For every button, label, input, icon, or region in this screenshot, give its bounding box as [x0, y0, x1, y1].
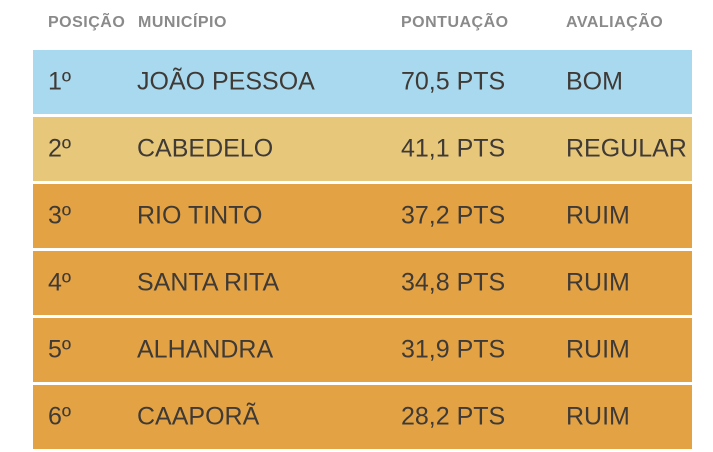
- header-rating: AVALIAÇÃO: [566, 14, 664, 31]
- cell-score: 34,8 PTS: [401, 268, 506, 297]
- cell-municipality: RIO TINTO: [137, 201, 263, 230]
- cell-rating: BOM: [566, 67, 623, 96]
- cell-rating: RUIM: [566, 268, 630, 297]
- table-row: 6º CAAPORÃ 28,2 PTS RUIM: [33, 385, 692, 449]
- cell-score: 31,9 PTS: [401, 335, 506, 364]
- cell-municipality: SANTA RITA: [137, 268, 280, 297]
- cell-municipality: CABEDELO: [137, 134, 274, 163]
- cell-municipality: ALHANDRA: [137, 335, 274, 364]
- table-body: 1º JOÃO PESSOA 70,5 PTS BOM 2º CABEDELO …: [33, 50, 692, 452]
- cell-score: 28,2 PTS: [401, 402, 506, 431]
- cell-rating: RUIM: [566, 335, 630, 364]
- cell-position: 2º: [48, 134, 72, 163]
- table-row: 5º ALHANDRA 31,9 PTS RUIM: [33, 318, 692, 382]
- cell-position: 6º: [48, 402, 72, 431]
- header-position: POSIÇÃO: [48, 14, 126, 31]
- cell-position: 3º: [48, 201, 72, 230]
- cell-rating: RUIM: [566, 201, 630, 230]
- cell-score: 37,2 PTS: [401, 201, 506, 230]
- table-row: 1º JOÃO PESSOA 70,5 PTS BOM: [33, 50, 692, 114]
- table-row: 2º CABEDELO 41,1 PTS REGULAR: [33, 117, 692, 181]
- table-row: 3º RIO TINTO 37,2 PTS RUIM: [33, 184, 692, 248]
- cell-position: 5º: [48, 335, 72, 364]
- table-row: 4º SANTA RITA 34,8 PTS RUIM: [33, 251, 692, 315]
- cell-municipality: CAAPORÃ: [137, 402, 260, 431]
- cell-score: 41,1 PTS: [401, 134, 506, 163]
- header-municipality: MUNICÍPIO: [138, 14, 227, 31]
- cell-municipality: JOÃO PESSOA: [137, 67, 315, 96]
- cell-rating: REGULAR: [566, 134, 687, 163]
- cell-rating: RUIM: [566, 402, 630, 431]
- header-score: PONTUAÇÃO: [401, 14, 509, 31]
- cell-position: 1º: [48, 67, 72, 96]
- ranking-table: POSIÇÃO MUNICÍPIO PONTUAÇÃO AVALIAÇÃO 1º…: [33, 0, 692, 450]
- cell-score: 70,5 PTS: [401, 67, 506, 96]
- table-header: POSIÇÃO MUNICÍPIO PONTUAÇÃO AVALIAÇÃO: [33, 0, 692, 50]
- cell-position: 4º: [48, 268, 72, 297]
